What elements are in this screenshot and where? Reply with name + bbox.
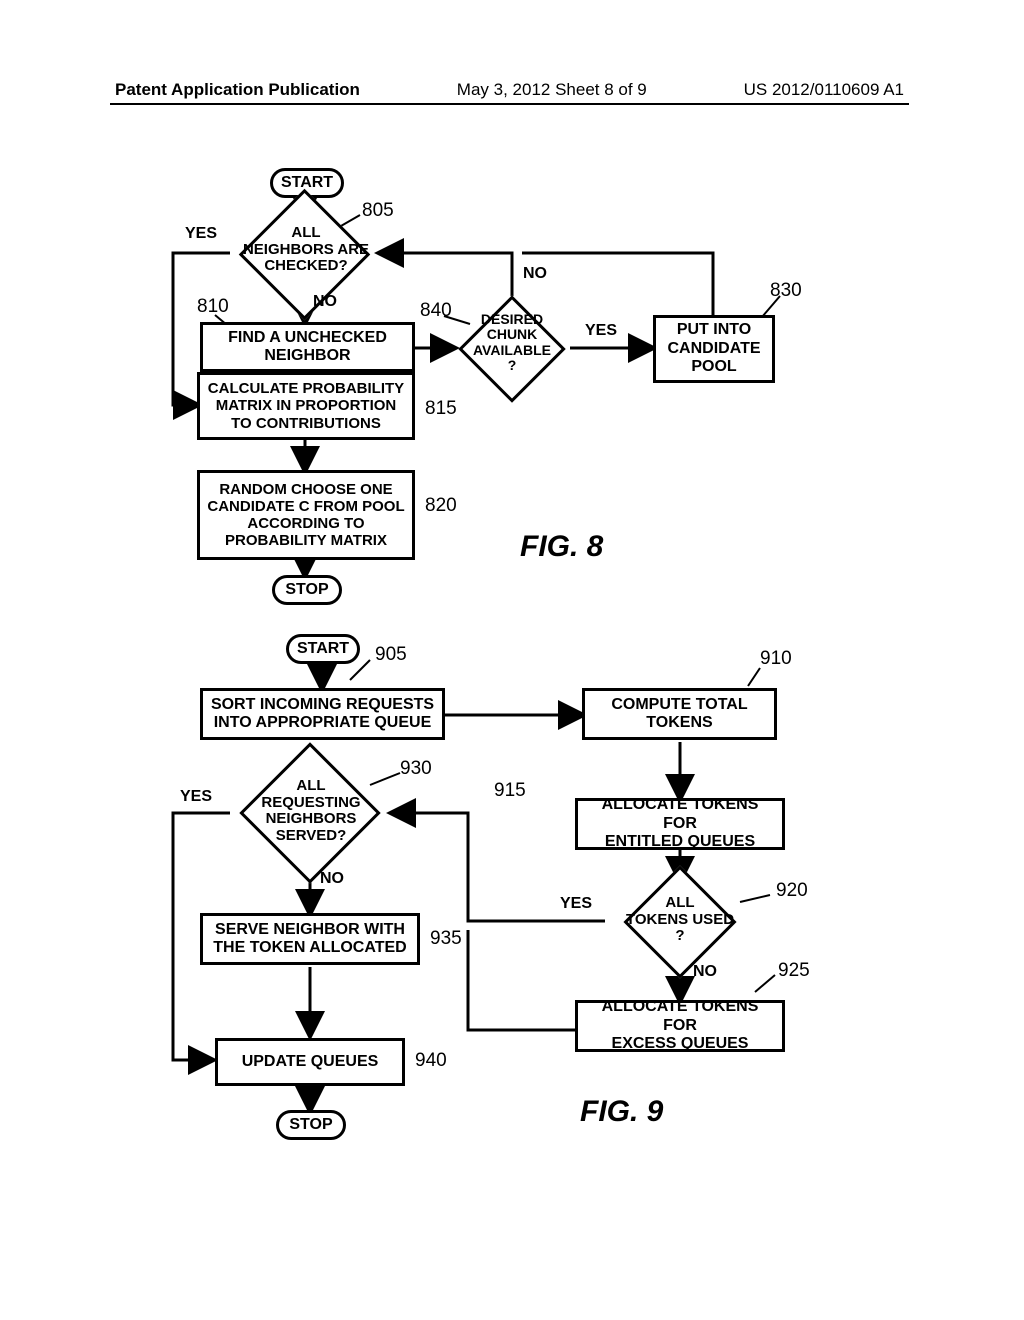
fig9-box-935: SERVE NEIGHBOR WITHTHE TOKEN ALLOCATED — [200, 913, 420, 965]
fig9-930-no: NO — [320, 870, 344, 888]
fig8-box-810: FIND A UNCHECKEDNEIGHBOR — [200, 322, 415, 372]
ref-840: 840 — [420, 300, 452, 322]
header-rule — [110, 103, 909, 105]
header-right: US 2012/0110609 A1 — [744, 80, 904, 100]
fig8-decision-805 — [239, 189, 371, 321]
ref-815: 815 — [425, 398, 457, 420]
fig9-stop: STOP — [276, 1110, 346, 1140]
ref-930: 930 — [400, 758, 432, 780]
page-header: Patent Application Publication May 3, 20… — [115, 80, 904, 100]
fig9-title: FIG. 9 — [580, 1095, 663, 1129]
fig8-805-no: NO — [313, 293, 337, 311]
ref-935: 935 — [430, 928, 462, 950]
fig9-box-905: SORT INCOMING REQUESTSINTO APPROPRIATE Q… — [200, 688, 445, 740]
fig9-decision-920 — [623, 865, 736, 978]
fig8-title: FIG. 8 — [520, 530, 603, 564]
fig8-decision-840 — [458, 295, 565, 402]
fig8-805-yes: YES — [185, 225, 217, 243]
fig9-box-940: UPDATE QUEUES — [215, 1038, 405, 1086]
ref-910: 910 — [760, 648, 792, 670]
ref-905: 905 — [375, 644, 407, 666]
fig9-box-925: ALLOCATE TOKENS FOREXCESS QUEUES — [575, 1000, 785, 1052]
fig8-840-yes: YES — [585, 322, 617, 340]
fig9-920-no: NO — [693, 963, 717, 981]
ref-820: 820 — [425, 495, 457, 517]
ref-915: 915 — [494, 780, 526, 802]
ref-830: 830 — [770, 280, 802, 302]
fig9-decision-930 — [239, 742, 380, 883]
fig8-box-820: RANDOM CHOOSE ONECANDIDATE C FROM POOLAC… — [197, 470, 415, 560]
ref-805: 805 — [362, 200, 394, 222]
fig9-920-yes: YES — [560, 895, 592, 913]
fig8-box-830: PUT INTOCANDIDATEPOOL — [653, 315, 775, 383]
fig8-840-no: NO — [523, 265, 547, 283]
ref-940: 940 — [415, 1050, 447, 1072]
header-mid: May 3, 2012 Sheet 8 of 9 — [457, 80, 647, 100]
fig8-box-815: CALCULATE PROBABILITYMATRIX IN PROPORTIO… — [197, 372, 415, 440]
fig9-930-yes: YES — [180, 788, 212, 806]
fig9-start: START — [286, 634, 360, 664]
ref-810: 810 — [197, 296, 229, 318]
fig8-stop: STOP — [272, 575, 342, 605]
connectors — [0, 0, 1024, 1320]
ref-920: 920 — [776, 880, 808, 902]
header-left: Patent Application Publication — [115, 80, 360, 100]
fig9-box-910: COMPUTE TOTALTOKENS — [582, 688, 777, 740]
ref-925: 925 — [778, 960, 810, 982]
fig9-box-915: ALLOCATE TOKENS FORENTITLED QUEUES — [575, 798, 785, 850]
